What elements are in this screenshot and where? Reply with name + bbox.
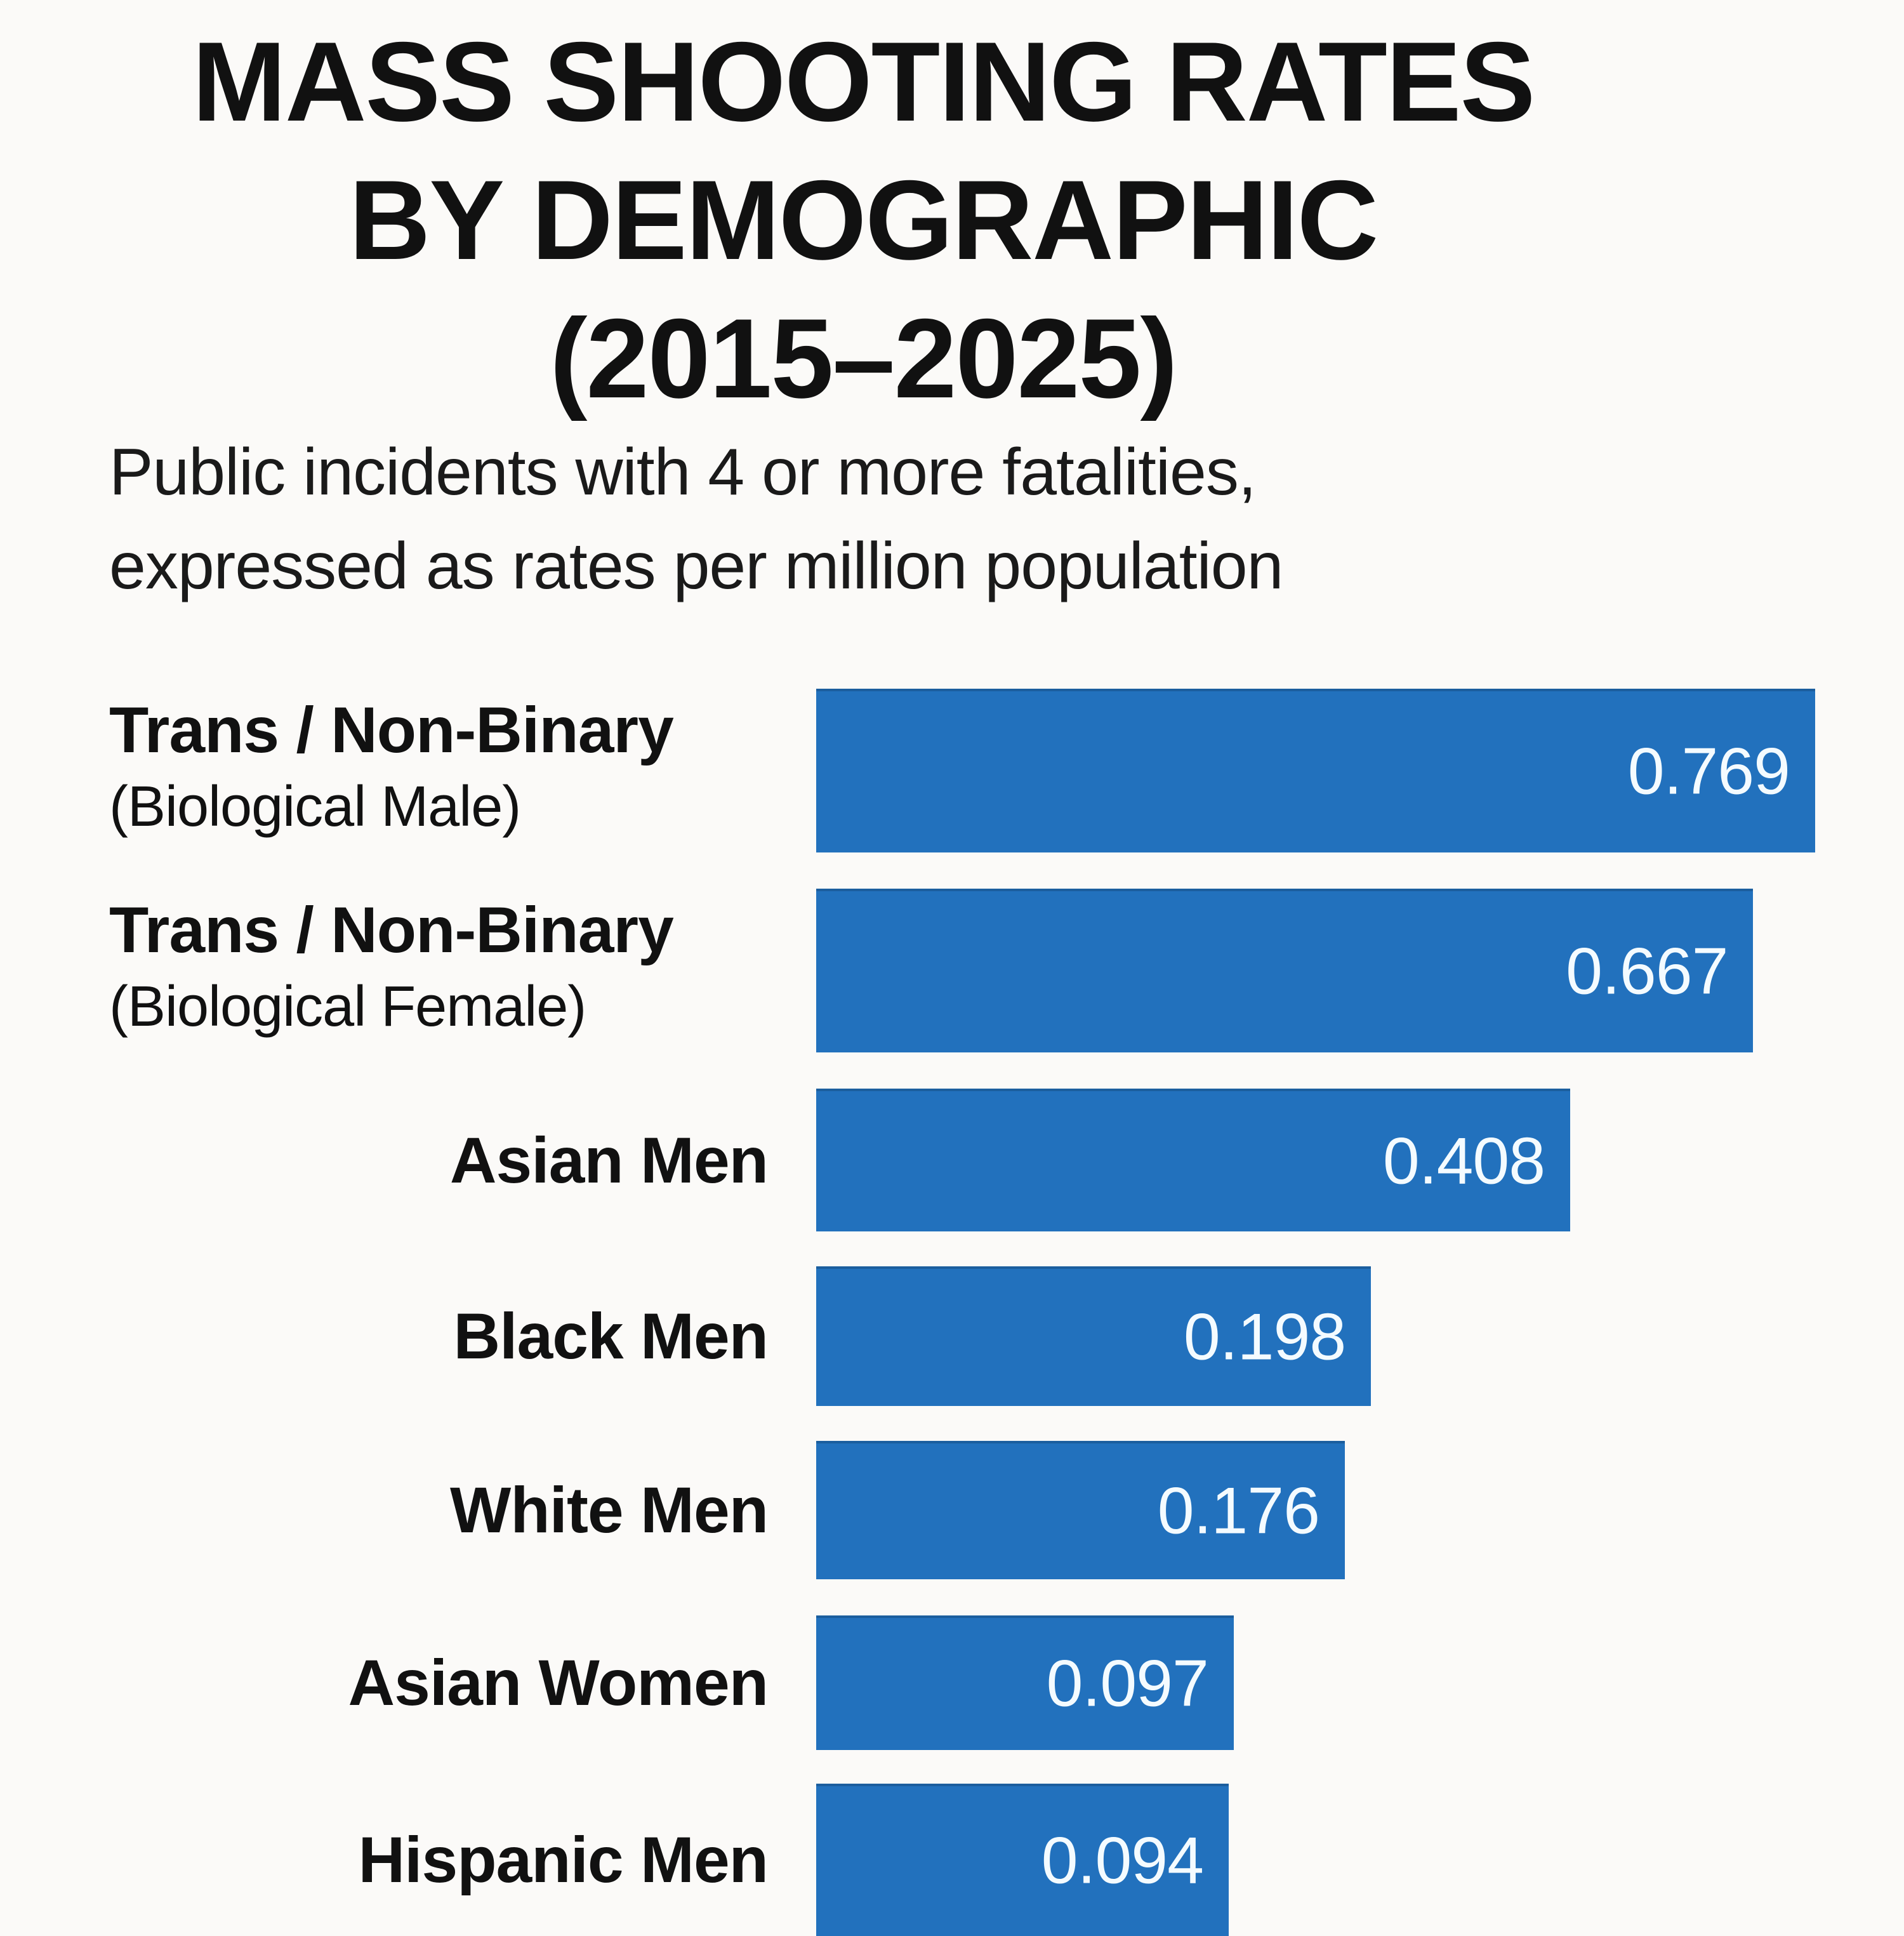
category-label-sub: (Biological Male) — [109, 775, 521, 839]
bar-value-label: 0.198 — [1183, 1300, 1346, 1374]
bar: 0.094 — [816, 1784, 1229, 1936]
bar-value-label: 0.769 — [1627, 734, 1790, 809]
bar-value-label: 0.408 — [1382, 1124, 1545, 1198]
bar: 0.176 — [816, 1441, 1345, 1579]
bar: 0.198 — [816, 1266, 1372, 1406]
category-label: Trans / Non-Binary (Biological Male) — [109, 691, 674, 845]
category-label: Asian Men — [449, 1122, 769, 1199]
chart-subtitle-line: expressed as rates per million populatio… — [109, 529, 1283, 603]
bar-value-label: 0.667 — [1566, 934, 1728, 1009]
bar-value-label: 0.094 — [1041, 1824, 1204, 1898]
category-label: White Men — [450, 1471, 769, 1549]
bar: 0.408 — [816, 1089, 1571, 1231]
category-label: Asian Women — [348, 1644, 769, 1721]
category-label-main: Asian Women — [348, 1647, 769, 1719]
category-label: Hispanic Men — [358, 1821, 769, 1899]
bar: 0.097 — [816, 1615, 1234, 1750]
category-label-main: Hispanic Men — [358, 1824, 769, 1896]
chart-title-line: (2015–2025) — [550, 295, 1178, 421]
chart-subtitle: Public incidents with 4 or more fataliti… — [109, 425, 1283, 613]
category-label: Black Men — [453, 1297, 769, 1375]
category-label-main: Trans / Non-Binary — [109, 694, 674, 766]
bar: 0.667 — [816, 889, 1754, 1052]
category-label-main: Asian Men — [449, 1124, 769, 1197]
chart-title: MASS SHOOTING RATES BY DEMOGRAPHIC (2015… — [0, 13, 1726, 428]
category-label-sub: (Biological Female) — [109, 975, 586, 1038]
bar-value-label: 0.176 — [1157, 1474, 1320, 1548]
category-label-main: Black Men — [453, 1300, 769, 1372]
chart-title-line: MASS SHOOTING RATES — [192, 18, 1536, 145]
chart-title-line: BY DEMOGRAPHIC — [348, 157, 1378, 283]
bar: 0.769 — [816, 689, 1815, 852]
category-label-main: White Men — [450, 1474, 769, 1546]
category-label-main: Trans / Non-Binary — [109, 894, 674, 966]
chart-subtitle-line: Public incidents with 4 or more fataliti… — [109, 435, 1257, 509]
category-label: Trans / Non-Binary (Biological Female) — [109, 891, 674, 1045]
bar-value-label: 0.097 — [1046, 1647, 1209, 1721]
